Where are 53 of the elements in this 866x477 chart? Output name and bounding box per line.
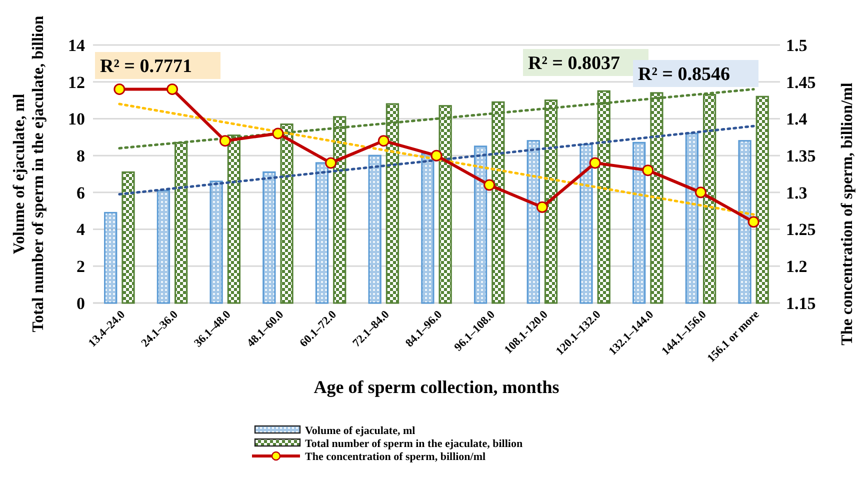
legend-label: Volume of ejaculate, ml (305, 424, 416, 437)
bar (315, 162, 329, 304)
bar (474, 146, 488, 304)
point (219, 135, 231, 147)
bar (580, 144, 593, 304)
y-tick-label: 2 (76, 257, 85, 276)
point (642, 164, 654, 176)
bar (632, 142, 646, 304)
y-tick-label: 6 (76, 183, 85, 202)
y2-tick-label: 1.5 (786, 36, 808, 55)
bar (685, 132, 698, 304)
bar (526, 140, 540, 304)
y-tick-label: 0 (76, 294, 85, 313)
bar (421, 152, 434, 304)
point (536, 201, 548, 213)
annotation: R² = 0.8546 (638, 64, 730, 85)
point (272, 128, 284, 140)
bar (210, 180, 223, 304)
point (748, 216, 760, 228)
bar (756, 96, 769, 304)
annotation: R² = 0.8037 (528, 53, 620, 74)
bar (738, 140, 752, 304)
bar (368, 154, 382, 304)
y-tick-label: 4 (76, 220, 86, 240)
y2-tick-label: 1.2 (786, 257, 808, 276)
legend-label: The concentration of sperm, billion/ml (305, 450, 486, 463)
y2-tick-label: 1.15 (786, 294, 816, 313)
bar (104, 212, 118, 304)
point (166, 83, 178, 95)
y2-tick-label: 1.4 (786, 110, 808, 129)
y2-tick-label: 1.3 (786, 183, 808, 202)
y-tick-label: 14 (68, 36, 86, 55)
y2-tick-label: 1.35 (786, 146, 816, 166)
point (694, 186, 706, 198)
point (484, 179, 496, 191)
point (114, 83, 126, 95)
point (378, 135, 390, 147)
point (325, 157, 337, 169)
y2-tick-label: 1.25 (786, 220, 816, 240)
bar (156, 190, 170, 304)
y2-axis-title: The concentration of sperm, billion/ml (839, 82, 856, 346)
y2-tick-label: 1.45 (786, 72, 816, 92)
point (589, 157, 601, 169)
legend-label: Total number of sperm in the ejaculate, billion (305, 438, 523, 450)
point (430, 150, 442, 162)
y-axis-title: Volume of ejaculate, ml Total number of sperm in the ejaculate, billion (11, 16, 47, 332)
y-tick-label: 8 (76, 146, 85, 166)
x-axis-title: Age of sperm collection, months (314, 377, 560, 397)
bar (122, 171, 135, 304)
y-tick-label: 10 (68, 110, 85, 129)
annotation: R² = 0.7771 (100, 56, 192, 77)
bar (262, 171, 276, 304)
y-tick-label: 12 (68, 72, 85, 92)
